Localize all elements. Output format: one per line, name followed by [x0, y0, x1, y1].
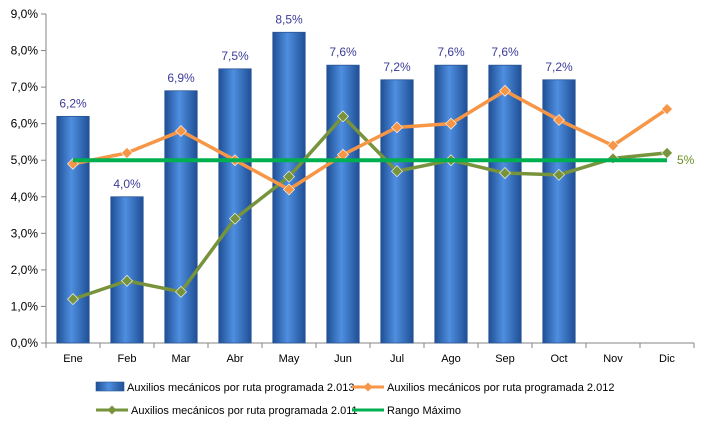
legend-label: Auxilios mecánicos por ruta programada 2… [387, 382, 614, 394]
legend-item: Rango Máximo [352, 405, 461, 417]
bar-data-label: 6,2% [59, 96, 87, 110]
legend-marker [363, 382, 373, 392]
bar [110, 196, 144, 344]
series-line-1 [72, 114, 668, 301]
series-point [445, 117, 457, 130]
x-tick-label: Sep [495, 353, 515, 365]
series-point [553, 168, 565, 181]
series-point [121, 146, 133, 159]
series-point [553, 114, 565, 126]
x-tick-label: Nov [603, 353, 623, 365]
x-tick-label: Abr [226, 353, 243, 365]
y-tick-label: 1,0% [11, 299, 39, 313]
bar [218, 68, 252, 344]
legend: Auxilios mecánicos por ruta programada 2… [95, 381, 614, 417]
x-tick-label: Ago [441, 353, 461, 365]
series-point [391, 121, 403, 134]
series-point [499, 84, 511, 97]
legend-swatch [95, 381, 125, 392]
legend-marker [107, 405, 117, 415]
legend-item: Auxilios mecánicos por ruta programada 2… [95, 381, 354, 394]
series-point [175, 125, 187, 137]
legend-item: Auxilios mecánicos por ruta programada 2… [352, 382, 614, 394]
legend-label: Rango Máximo [387, 405, 461, 417]
bar-data-label: 8,5% [275, 12, 303, 26]
legend-item: Auxilios mecánicos por ruta programada 2… [96, 405, 358, 417]
bar-data-label: 7,5% [221, 49, 249, 63]
y-tick-label: 8,0% [11, 44, 39, 58]
series-point [121, 274, 133, 287]
series-point [607, 139, 619, 152]
y-tick-label: 6,0% [11, 117, 39, 131]
bar-data-label: 7,6% [437, 45, 465, 59]
series-line-0 [72, 89, 668, 192]
x-tick-label: Oct [550, 353, 567, 365]
series-point [499, 167, 511, 179]
y-tick-label: 2,0% [11, 263, 39, 277]
plot-area: 0,0% 1,0% 2,0% 3,0% 4,0% 5,0% 6,0% 7,0% 8,0% 9,0%… [11, 7, 695, 365]
bar [434, 64, 468, 344]
y-tick-label: 4,0% [11, 190, 39, 204]
series-point [661, 103, 673, 115]
series-end-label: 5% [677, 153, 695, 167]
bar [488, 64, 522, 344]
x-tick-label: Dic [659, 353, 675, 365]
bar-data-label: 7,6% [329, 45, 357, 59]
bar [56, 115, 90, 344]
series-point [283, 170, 295, 183]
series-point [67, 293, 79, 306]
y-tick-label: 3,0% [11, 226, 39, 240]
series-point [283, 183, 295, 196]
legend-label: Auxilios mecánicos por ruta programada 2… [127, 382, 354, 394]
series-point [175, 285, 187, 298]
y-tick-label: 7,0% [11, 80, 39, 94]
series-point [337, 110, 349, 123]
bar-data-label: 7,6% [491, 45, 519, 59]
series-point [229, 212, 241, 225]
bar [326, 64, 360, 344]
bar-data-label: 7,2% [383, 60, 411, 74]
bar-data-label: 7,2% [545, 60, 573, 74]
x-tick-label: Jul [390, 353, 404, 365]
x-tick-label: Ene [63, 353, 83, 365]
x-tick-label: Mar [172, 353, 191, 365]
x-tick-label: Feb [118, 353, 137, 365]
y-tick-label: 0,0% [11, 336, 39, 350]
series-point [391, 165, 403, 178]
legend-label: Auxilios mecánicos por ruta programada 2… [131, 405, 358, 417]
bar-data-label: 6,9% [167, 71, 195, 85]
series-point [661, 146, 673, 159]
y-tick-label: 5,0% [11, 153, 39, 167]
y-tick-label: 9,0% [11, 7, 39, 21]
bar [380, 79, 414, 344]
bar-data-label: 4,0% [113, 177, 141, 191]
x-tick-label: May [279, 353, 300, 365]
x-tick-label: Jun [334, 353, 352, 365]
